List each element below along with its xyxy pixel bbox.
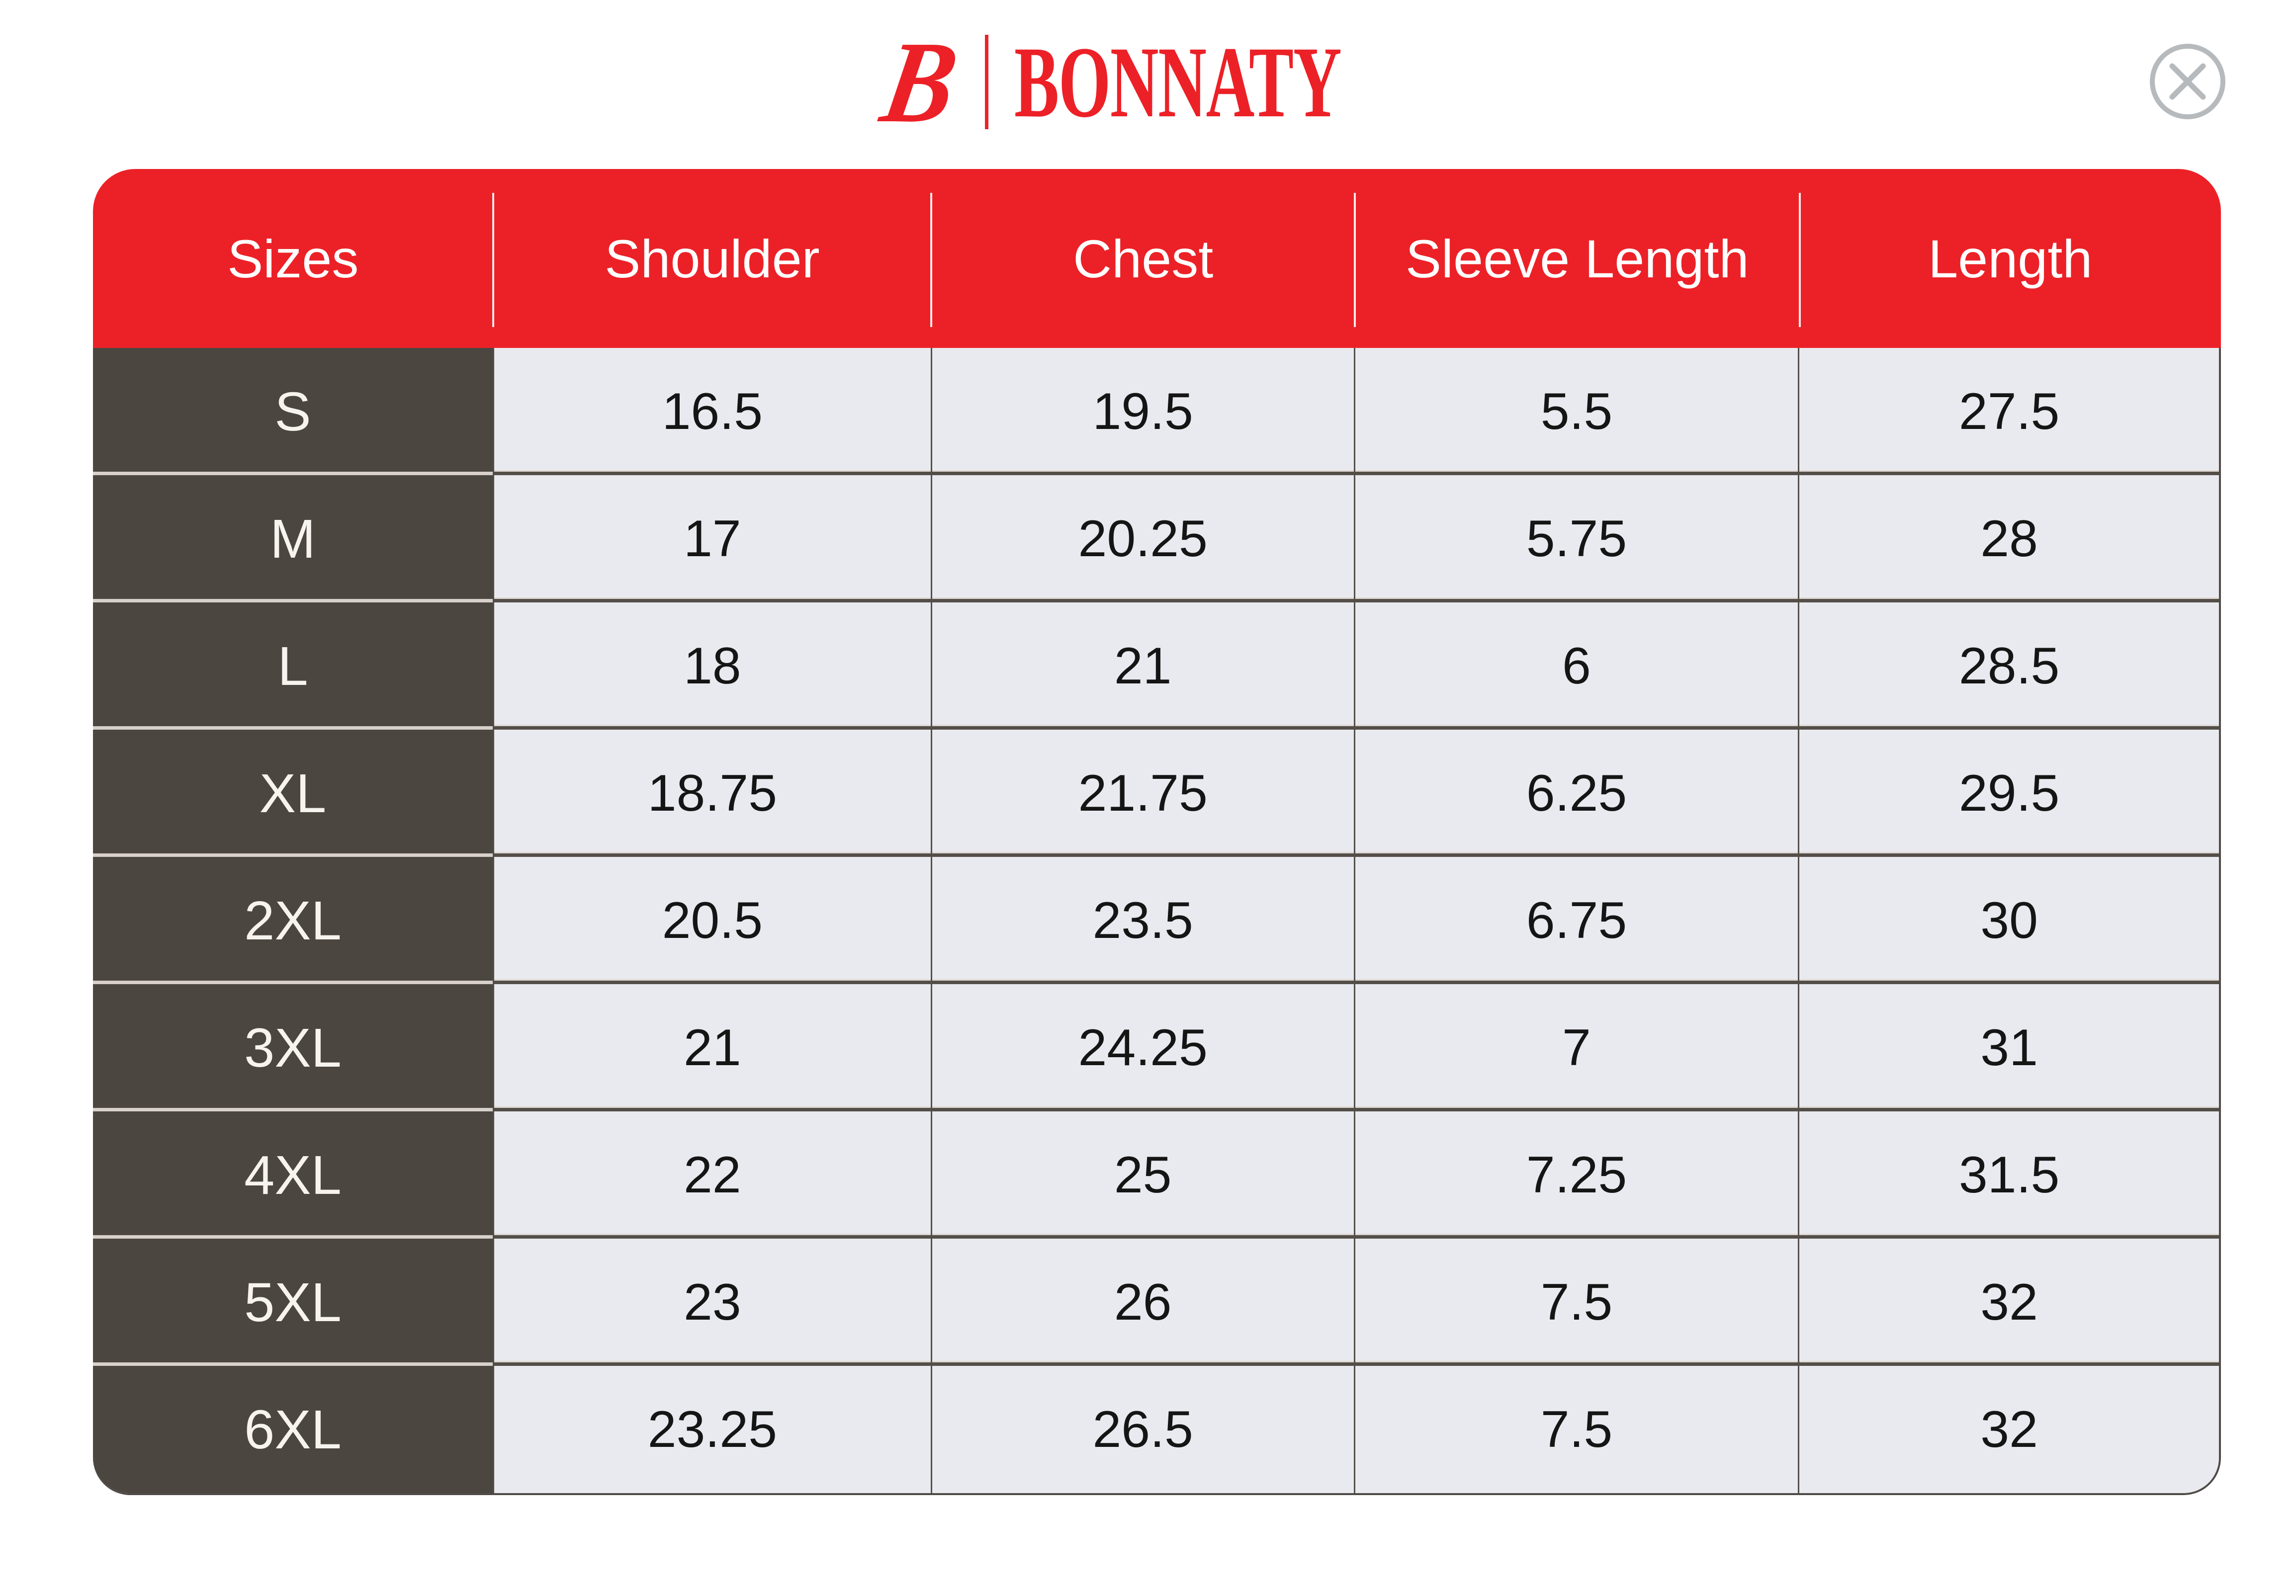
sleeve-length-cell: 7 — [1353, 984, 1798, 1111]
size-cell: L — [93, 602, 493, 730]
size-cell: 5XL — [93, 1239, 493, 1366]
column-header-chest: Chest — [931, 169, 1356, 348]
table-row: S 16.5 19.5 5.5 27.5 — [93, 348, 2219, 475]
table-row: 3XL 21 24.25 7 31 — [93, 984, 2219, 1111]
length-cell: 28.5 — [1798, 602, 2219, 730]
sleeve-length-cell: 5.5 — [1353, 348, 1798, 475]
column-header-sleeve-length: Sleeve Length — [1355, 169, 1801, 348]
table-row: 4XL 22 25 7.25 31.5 — [93, 1111, 2219, 1239]
size-cell: S — [93, 348, 493, 475]
brand-name: BONNATY — [1014, 25, 1342, 139]
length-cell: 31 — [1798, 984, 2219, 1111]
chest-cell: 25 — [930, 1111, 1354, 1239]
sleeve-length-cell: 7.5 — [1353, 1239, 1798, 1366]
column-header-shoulder: Shoulder — [493, 169, 932, 348]
table-row: XL 18.75 21.75 6.25 29.5 — [93, 730, 2219, 857]
chest-cell: 20.25 — [930, 475, 1354, 602]
sleeve-length-cell: 7.25 — [1353, 1111, 1798, 1239]
size-cell: XL — [93, 730, 493, 857]
shoulder-cell: 16.5 — [492, 348, 931, 475]
sleeve-length-cell: 7.5 — [1353, 1366, 1798, 1493]
table-row: M 17 20.25 5.75 28 — [93, 475, 2219, 602]
size-cell: 3XL — [93, 984, 493, 1111]
chest-cell: 26 — [930, 1239, 1354, 1366]
length-cell: 32 — [1798, 1366, 2219, 1493]
chest-cell: 21 — [930, 602, 1354, 730]
table-row: 6XL 23.25 26.5 7.5 32 — [93, 1366, 2219, 1493]
close-icon — [2169, 63, 2206, 100]
brand-logo-divider — [984, 35, 988, 129]
shoulder-cell: 18 — [492, 602, 931, 730]
table-row: L 18 21 6 28.5 — [93, 602, 2219, 730]
shoulder-cell: 23.25 — [492, 1366, 931, 1493]
table-body: S 16.5 19.5 5.5 27.5 M 17 20.25 5.75 28 … — [93, 348, 2221, 1495]
chest-cell: 21.75 — [930, 730, 1354, 857]
chest-cell: 26.5 — [930, 1366, 1354, 1493]
brand-monogram-icon: B — [874, 17, 967, 147]
shoulder-cell: 21 — [492, 984, 931, 1111]
brand-logo: B BONNATY — [0, 17, 2296, 147]
sleeve-length-cell: 6.25 — [1353, 730, 1798, 857]
column-header-sizes: Sizes — [93, 169, 494, 348]
close-button[interactable] — [2150, 44, 2225, 119]
size-cell: 6XL — [93, 1366, 493, 1493]
shoulder-cell: 17 — [492, 475, 931, 602]
column-header-length: Length — [1928, 228, 2093, 289]
length-cell: 30 — [1798, 857, 2219, 984]
table-row: 5XL 23 26 7.5 32 — [93, 1239, 2219, 1366]
length-cell: 28 — [1798, 475, 2219, 602]
length-cell: 29.5 — [1798, 730, 2219, 857]
sleeve-length-cell: 6.75 — [1353, 857, 1798, 984]
shoulder-cell: 23 — [492, 1239, 931, 1366]
size-cell: M — [93, 475, 493, 602]
table-header-row: Sizes Shoulder Chest Sleeve Length Lengt… — [93, 169, 2221, 348]
chest-cell: 24.25 — [930, 984, 1354, 1111]
length-cell: 31.5 — [1798, 1111, 2219, 1239]
shoulder-cell: 18.75 — [492, 730, 931, 857]
length-cell: 32 — [1798, 1239, 2219, 1366]
size-chart-table: Sizes Shoulder Chest Sleeve Length Lengt… — [93, 169, 2221, 1495]
shoulder-cell: 20.5 — [492, 857, 931, 984]
size-cell: 2XL — [93, 857, 493, 984]
chest-cell: 19.5 — [930, 348, 1354, 475]
size-cell: 4XL — [93, 1111, 493, 1239]
chest-cell: 23.5 — [930, 857, 1354, 984]
sleeve-length-cell: 5.75 — [1353, 475, 1798, 602]
length-cell: 27.5 — [1798, 348, 2219, 475]
shoulder-cell: 22 — [492, 1111, 931, 1239]
table-row: 2XL 20.5 23.5 6.75 30 — [93, 857, 2219, 984]
sleeve-length-cell: 6 — [1353, 602, 1798, 730]
